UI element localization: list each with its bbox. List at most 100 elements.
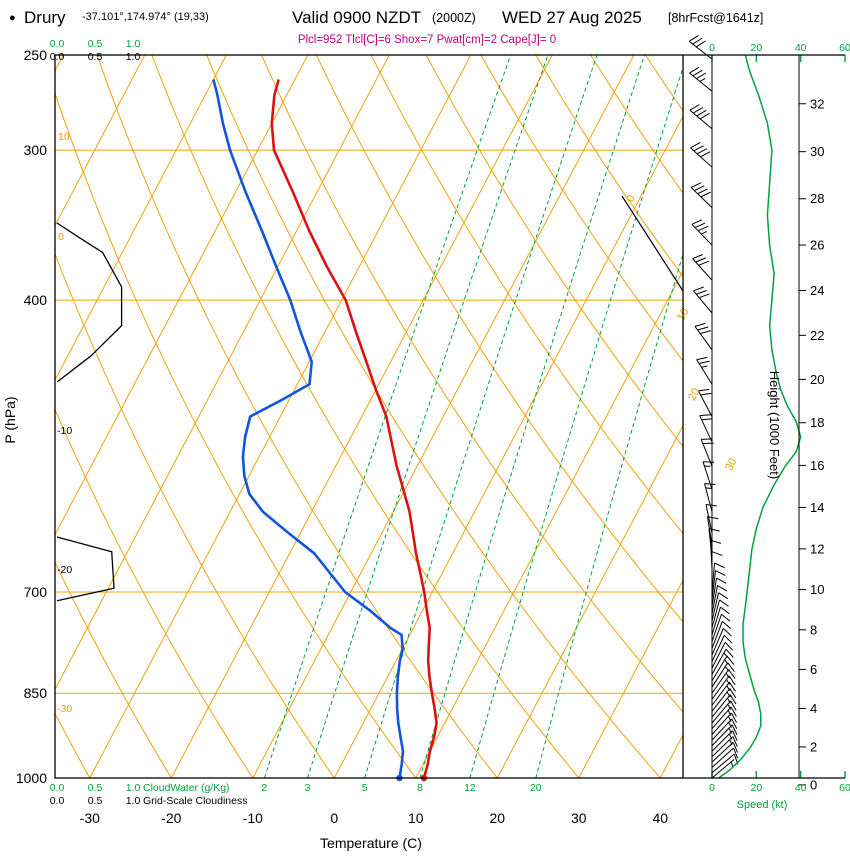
wind-barb: [712, 742, 738, 762]
wind-barb: [690, 105, 712, 129]
height-label: 10: [810, 582, 824, 597]
cloudiness-scale-value-bottom: 0.0: [50, 795, 65, 807]
temperature-label: 40: [653, 810, 669, 826]
wind-barb-staff: [693, 259, 712, 281]
dry-adiabat-line: [481, 55, 850, 778]
height-label: 2: [810, 739, 817, 754]
cloudiness-scale-value-top: 0.5: [88, 51, 103, 63]
height-label: 24: [810, 283, 824, 298]
dry-adiabat-line: [207, 55, 661, 778]
mixing-ratio-label: 20: [530, 782, 542, 794]
pressure-axis-title: P (hPa): [2, 396, 18, 443]
wind-barb-staff: [712, 701, 731, 723]
wind-barb-staff: [712, 707, 731, 729]
isotherm-line: [416, 55, 797, 778]
dry-adiabat-line: [426, 55, 850, 778]
pressure-label: 400: [24, 292, 48, 308]
dry-adiabat-line: [97, 55, 497, 778]
height-label: 28: [810, 191, 824, 206]
wind-barb-feather: [696, 41, 705, 47]
wind-barb: [695, 323, 712, 349]
wind-barb-feather: [694, 186, 704, 191]
temperature-label: -20: [161, 810, 181, 826]
wind-barb-feather: [717, 578, 727, 583]
wind-barb-half-feather: [725, 667, 729, 672]
wind-barb-feather: [698, 189, 708, 194]
pressure-label: 250: [24, 47, 48, 63]
height-label: 26: [810, 238, 824, 253]
speed-label-bottom: 60: [839, 782, 850, 794]
wind-layer: [689, 35, 801, 778]
speed-label-top: 40: [795, 42, 807, 54]
pressure-label: 300: [24, 142, 48, 158]
cloudiness-scale-value-bottom: 0.5: [88, 795, 103, 807]
mixing-ratio-label: 2: [261, 782, 267, 794]
wind-barb-feather: [700, 331, 711, 334]
wind-barb-staff: [712, 725, 732, 746]
isotherm-line: [8, 55, 389, 778]
wind-barb-feather: [691, 183, 701, 188]
wind-barb-half-feather: [701, 232, 706, 234]
wind-barb-staff: [712, 737, 733, 757]
wind-barb-staff: [691, 187, 712, 207]
temperature-label: -10: [243, 810, 263, 826]
wind-barb-feather: [718, 585, 727, 591]
wind-barb-feather: [699, 294, 709, 298]
wind-barb-feather: [721, 614, 730, 621]
adiabat-inline-label: 10: [58, 131, 70, 143]
wind-barb: [697, 357, 712, 384]
speed-label-top: 60: [839, 42, 850, 54]
valid-time: Valid 0900 NZDT: [292, 8, 421, 27]
wind-barb: [693, 255, 712, 281]
wind-barb-staff: [712, 695, 730, 718]
isotherm-line: [0, 55, 226, 778]
isotherm-line: [253, 55, 634, 778]
wind-barb-staff: [712, 688, 730, 711]
temperature-axis-title: Temperature (C): [320, 835, 422, 851]
wind-barb-staff: [712, 669, 729, 693]
wind-barb-feather: [701, 192, 711, 197]
wind-barb-feather: [693, 108, 703, 114]
mixing-ratio-label: 12: [464, 782, 476, 794]
wind-barb-feather: [700, 113, 710, 119]
dry-adiabat-line: [0, 55, 171, 778]
wind-barb-feather: [700, 152, 710, 157]
wind-barb-half-feather: [706, 488, 712, 489]
speed-label-bottom: 40: [795, 782, 807, 794]
wind-barb: [712, 737, 737, 757]
temperature-label: 20: [490, 810, 506, 826]
speed-axis-title: Speed (kt): [737, 799, 788, 811]
valid-time-z: (2000Z): [432, 11, 476, 25]
temperature-curve: [272, 80, 437, 779]
height-axis-title: Height (1000 Feet): [767, 371, 782, 479]
mixing-ratio-label: 5: [362, 782, 368, 794]
wind-barb-feather: [693, 255, 703, 259]
adiabat-inline-label: -30: [57, 703, 72, 715]
wind-barb-feather: [696, 258, 706, 262]
wind-barb-feather: [712, 552, 722, 556]
wind-barb-feather: [698, 389, 709, 391]
wind-barb-staff: [712, 719, 732, 740]
temperature-label: 10: [408, 810, 424, 826]
height-label: 16: [810, 458, 824, 473]
wind-barb-feather: [709, 528, 720, 531]
wind-barb-feather: [720, 607, 729, 614]
wind-barb: [712, 600, 729, 628]
wind-barb-feather: [695, 223, 705, 227]
isotherm-line: [497, 55, 850, 778]
cloudiness-scale-value-top: 0.0: [50, 51, 65, 63]
plot-border: [55, 55, 683, 778]
wind-barb-feather: [698, 226, 708, 230]
cut-corner-line: [622, 196, 683, 291]
height-label: 18: [810, 415, 824, 430]
wind-barb-feather: [693, 38, 702, 44]
isotherm-line: [0, 55, 145, 778]
wind-barb-staff: [697, 360, 712, 385]
wind-barb-staff: [712, 742, 733, 762]
cloudiness-scale-value-bottom: 1.0: [126, 795, 141, 807]
mixing-ratio-line: [420, 55, 644, 778]
wind-barb-feather: [699, 361, 710, 363]
speed-label-top: 0: [709, 42, 715, 54]
wind-barb-staff: [692, 224, 712, 245]
